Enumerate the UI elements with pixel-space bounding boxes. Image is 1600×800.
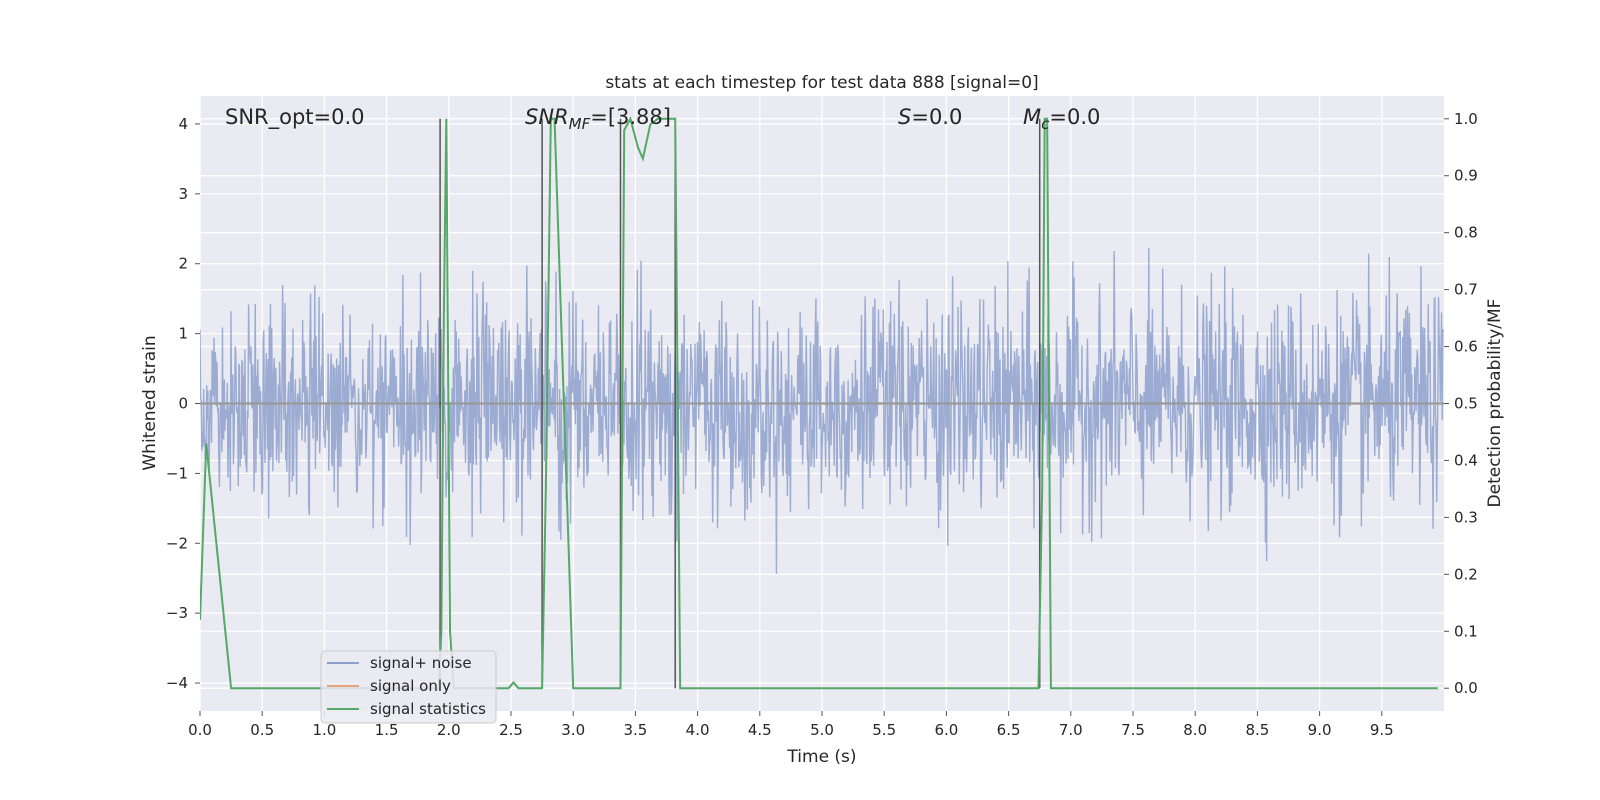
legend-label-signal-noise: signal+ noise <box>370 654 472 672</box>
x-tick-label: 8.0 <box>1183 721 1207 739</box>
legend-box <box>320 650 497 724</box>
x-tick-label: 9.5 <box>1370 721 1394 739</box>
y-right-tick-label: 0.3 <box>1454 508 1478 526</box>
y-tick-label: 4 <box>178 115 188 133</box>
y-axis-ticks: −4 −3 −2 −1 0 1 2 3 4 <box>166 115 200 692</box>
legend-label-signal-statistics: signal statistics <box>370 700 486 718</box>
x-tick-label: 6.0 <box>934 721 958 739</box>
x-tick-label: 2.5 <box>499 721 523 739</box>
x-axis-label: Time (s) <box>786 747 856 767</box>
y-right-axis-label: Detection probability/MF <box>1485 299 1505 508</box>
x-tick-label: 3.5 <box>623 721 647 739</box>
x-tick-label: 6.5 <box>997 721 1021 739</box>
x-tick-label: 7.5 <box>1121 721 1145 739</box>
x-tick-label: 2.0 <box>437 721 461 739</box>
x-tick-label: 9.0 <box>1308 721 1332 739</box>
y-tick-label: −4 <box>166 674 188 692</box>
x-tick-label: 1.0 <box>312 721 336 739</box>
legend: signal+ noise signal only signal statist… <box>320 650 497 724</box>
snr-mf-value: =[3.88] <box>590 105 671 129</box>
y-tick-label: 3 <box>178 185 188 203</box>
mc-subscript: c <box>1041 115 1050 133</box>
annotation-snr-opt: SNR_opt=0.0 <box>225 105 365 130</box>
x-tick-label: 3.0 <box>561 721 585 739</box>
y-right-tick-label: 0.1 <box>1454 622 1478 640</box>
y-right-tick-label: 1.0 <box>1454 110 1478 128</box>
x-tick-label: 4.5 <box>748 721 772 739</box>
annotation-mc: Mc=0.0 <box>1023 105 1100 133</box>
y-right-tick-label: 0.6 <box>1454 338 1478 356</box>
mc-symbol: M <box>1023 105 1041 129</box>
y-tick-label: −1 <box>166 464 188 482</box>
x-tick-label: 0.5 <box>250 721 274 739</box>
y-right-tick-label: 0.4 <box>1454 451 1478 469</box>
y-tick-label: 2 <box>178 255 188 273</box>
mc-value: =0.0 <box>1049 105 1100 129</box>
s-symbol: S <box>898 105 911 129</box>
chart-title: stats at each timestep for test data 888… <box>605 73 1038 93</box>
y-right-tick-label: 0.2 <box>1454 565 1478 583</box>
y-tick-label: −2 <box>166 534 188 552</box>
s-value: =0.0 <box>911 105 962 129</box>
x-tick-label: 1.5 <box>375 721 399 739</box>
y-axis-label: Whitened strain <box>140 335 160 470</box>
snr-mf-symbol: SNR <box>525 105 569 129</box>
series-signal-statistics <box>200 116 1438 690</box>
legend-label-signal-only: signal only <box>370 677 451 695</box>
y-right-tick-label: 0.5 <box>1454 395 1478 413</box>
x-tick-label: 0.0 <box>188 721 212 739</box>
x-tick-label: 7.0 <box>1059 721 1083 739</box>
y-right-tick-label: 0.0 <box>1454 679 1478 697</box>
y-tick-label: 1 <box>178 325 188 343</box>
series-signal-noise <box>200 247 1444 574</box>
y-right-axis-ticks: 0.0 0.1 0.2 0.3 0.4 0.5 0.6 0.7 0.8 0.9 1.0 <box>1444 110 1478 697</box>
x-axis-ticks: 0.0 0.5 1.0 1.5 2.0 2.5 3.0 3.5 4.0 4.5 5.0 5.5 6.0 6… <box>188 711 1394 739</box>
y-right-tick-label: 0.8 <box>1454 224 1478 242</box>
x-tick-label: 5.5 <box>872 721 896 739</box>
x-tick-label: 5.0 <box>810 721 834 739</box>
annotation-s: S=0.0 <box>898 105 962 129</box>
annotation-snr-mf: SNRMF=[3.88] <box>525 105 671 133</box>
y-tick-label: 0 <box>178 395 188 413</box>
y-right-tick-label: 0.7 <box>1454 281 1478 299</box>
y-right-tick-label: 0.9 <box>1454 167 1478 185</box>
snr-mf-subscript: MF <box>569 115 591 133</box>
x-tick-label: 4.0 <box>686 721 710 739</box>
x-tick-label: 8.5 <box>1245 721 1269 739</box>
y-tick-label: −3 <box>166 604 188 622</box>
